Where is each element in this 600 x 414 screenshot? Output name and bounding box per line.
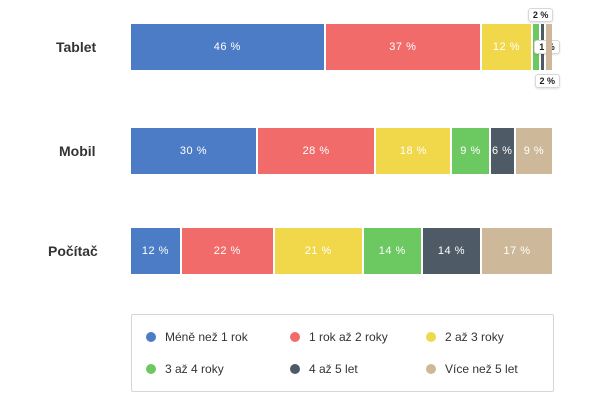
data-label-callout: 2 %	[534, 74, 561, 88]
legend-item: 1 rok až 2 roky	[290, 327, 388, 347]
legend-label: Méně než 1 rok	[165, 330, 248, 344]
bar-segment: 14 %	[422, 228, 481, 274]
data-label: 14 %	[437, 245, 465, 257]
legend-label: 3 až 4 roky	[165, 362, 224, 376]
legend-item: Méně než 1 rok	[146, 327, 248, 347]
legend-swatch	[426, 364, 436, 374]
category-label: Počítač	[48, 243, 98, 259]
bar-segment: 37 %	[325, 24, 481, 70]
bar-segment: 17 %	[482, 228, 552, 274]
data-label: 12 %	[141, 245, 169, 257]
bar-segment: 30 %	[131, 128, 256, 174]
bar-segment	[545, 24, 552, 70]
legend-swatch	[290, 364, 300, 374]
data-label: 17 %	[503, 245, 531, 257]
bar-segment: 22 %	[181, 228, 273, 274]
category-label: Mobil	[59, 143, 96, 159]
data-label: 22 %	[213, 245, 241, 257]
legend-swatch	[146, 332, 156, 342]
bar-segment: 14 %	[363, 228, 421, 274]
data-label: 9 %	[460, 145, 481, 157]
data-label: 28 %	[302, 145, 330, 157]
bar-segment: 9 %	[452, 128, 489, 174]
legend-item: 3 až 4 roky	[146, 359, 224, 379]
legend-label: 4 až 5 let	[309, 362, 358, 376]
bar-segment: 46 %	[131, 24, 324, 70]
legend-label: 1 rok až 2 roky	[309, 330, 388, 344]
data-label: 9 %	[523, 145, 545, 157]
category-label: Tablet	[56, 39, 97, 55]
chart-legend: Méně než 1 rok 1 rok až 2 roky 2 až 3 roky…	[131, 314, 554, 392]
data-label: 37 %	[389, 41, 417, 53]
legend-swatch	[146, 364, 156, 374]
legend-item: 4 až 5 let	[290, 359, 358, 379]
data-label: 14 %	[378, 245, 406, 257]
bar-segment: 12 %	[482, 24, 531, 70]
legend-swatch	[426, 332, 436, 342]
data-label: 12 %	[492, 41, 520, 53]
bar-segment: 28 %	[257, 128, 375, 174]
data-label: 18 %	[399, 145, 427, 157]
bar-segment: 9 %	[515, 128, 552, 174]
data-label: 6 %	[492, 145, 513, 157]
data-label: 21 %	[304, 245, 332, 257]
bar-segment: 21 %	[274, 228, 362, 274]
legend-label: Více než 5 let	[445, 362, 518, 376]
legend-label: 2 až 3 roky	[445, 330, 504, 344]
legend-item: 2 až 3 roky	[426, 327, 504, 347]
data-label: 30 %	[179, 145, 207, 157]
legend-swatch	[290, 332, 300, 342]
bar-segment: 18 %	[376, 128, 451, 174]
bar-segment: 12 %	[131, 228, 180, 274]
data-label: 46 %	[213, 41, 241, 53]
legend-item: Více než 5 let	[426, 359, 518, 379]
bar-segment: 6 %	[490, 128, 514, 174]
data-label-callout: 2 %	[527, 8, 554, 22]
